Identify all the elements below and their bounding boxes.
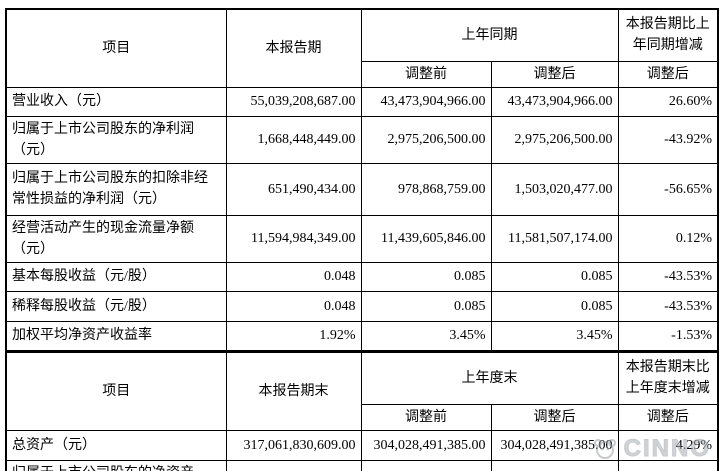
col-header-prior-period-group: 上年同期 xyxy=(360,8,619,62)
cell-after-adjust: 3.45% xyxy=(490,320,619,352)
cell-change: -1.53% xyxy=(617,320,719,352)
table-row-operating-cash-flow: 经营活动产生的现金流量净额（元） 11,594,984,349.00 11,43… xyxy=(5,214,719,263)
col-header-after-adjust: 调整后 xyxy=(490,60,619,88)
table-row-total-assets: 总资产（元） 317,061,830,609.00 304,028,491,38… xyxy=(5,429,719,461)
section1-header-row2: 调整前 调整后 调整后 xyxy=(6,60,719,88)
section2-header-row1: 项目 本报告期末 上年度末 本报告期末比上年度末增减 xyxy=(5,349,719,431)
cell-current: 0.048 xyxy=(225,290,362,322)
table-row-diluted-eps: 稀释每股收益（元/股） 0.048 0.085 0.085 -43.53% xyxy=(5,290,719,322)
cell-after-adjust: 2,975,206,500.00 xyxy=(490,115,619,164)
table-row-net-assets: 归属于上市公司股东的净资产（元） 86,523,347,828.00 85,85… xyxy=(5,459,719,471)
table-row-weighted-avg-roe: 加权平均净资产收益率 1.92% 3.45% 3.45% -1.53% xyxy=(5,320,719,352)
cell-current: 0.048 xyxy=(225,261,362,292)
col-header-prior-yearend-group: 上年度末 xyxy=(360,349,619,405)
cell-change: 4.29% xyxy=(617,429,719,461)
cell-current: 11,594,984,349.00 xyxy=(225,214,362,263)
col-header-before-adjust-2: 调整前 xyxy=(360,403,492,431)
cell-current: 55,039,208,687.00 xyxy=(225,86,362,117)
cell-current: 317,061,830,609.00 xyxy=(225,429,362,461)
cell-before-adjust: 43,473,904,966.00 xyxy=(360,86,492,117)
col-header-change-group: 本报告期比上年同期增减 xyxy=(617,8,719,62)
cell-before-adjust: 11,439,605,846.00 xyxy=(360,214,492,263)
table-row-basic-eps: 基本每股收益（元/股） 0.048 0.085 0.085 -43.53% xyxy=(5,261,719,292)
cell-after-adjust: 0.085 xyxy=(490,261,619,292)
row-label: 基本每股收益（元/股） xyxy=(5,261,227,292)
cell-after-adjust: 304,028,491,385.00 xyxy=(490,429,619,461)
col-header-current-period-end: 本报告期末 xyxy=(225,349,362,431)
cell-before-adjust: 3.45% xyxy=(360,320,492,352)
cell-before-adjust: 2,975,206,500.00 xyxy=(360,115,492,164)
cell-change: 0.12% xyxy=(617,214,719,263)
cell-after-adjust: 43,473,904,966.00 xyxy=(490,86,619,117)
col-header-change-group-2: 本报告期末比上年度末增减 xyxy=(617,349,719,405)
cell-change: 0.78% xyxy=(617,459,719,471)
cell-current: 1.92% xyxy=(225,320,362,352)
cell-current: 86,523,347,828.00 xyxy=(225,459,362,471)
section1-header-row1: 项目 本报告期 上年同期 本报告期比上年同期增减 xyxy=(5,8,719,88)
col-header-before-adjust: 调整前 xyxy=(360,60,492,88)
cell-before-adjust: 0.085 xyxy=(360,261,492,292)
section2-header-row2: 调整前 调整后 调整后 xyxy=(6,403,719,431)
cell-current: 651,490,434.00 xyxy=(225,162,362,216)
row-label: 归属于上市公司股东的净资产（元） xyxy=(5,459,227,471)
cell-before-adjust: 978,868,759.00 xyxy=(360,162,492,216)
cell-change: -43.53% xyxy=(617,290,719,322)
cell-after-adjust: 1,503,020,477.00 xyxy=(490,162,619,216)
table-row-net-profit: 归属于上市公司股东的净利润（元） 1,668,448,449.00 2,975,… xyxy=(5,115,719,164)
cell-change: -43.53% xyxy=(617,261,719,292)
cell-change: -43.92% xyxy=(617,115,719,164)
row-label: 加权平均净资产收益率 xyxy=(5,320,227,352)
table-row-revenue: 营业收入（元） 55,039,208,687.00 43,473,904,966… xyxy=(5,86,719,117)
col-header-item: 项目 xyxy=(5,8,227,88)
row-label: 归属于上市公司股东的净利润（元） xyxy=(5,115,227,164)
row-label: 经营活动产生的现金流量净额（元） xyxy=(5,214,227,263)
col-header-current-period: 本报告期 xyxy=(225,8,362,88)
table-row-net-profit-excl-nonrecurring: 归属于上市公司股东的扣除非经常性损益的净利润（元） 651,490,434.00… xyxy=(5,162,719,216)
cell-after-adjust: 85,856,748,703.00 xyxy=(490,459,619,471)
cell-current: 1,668,448,449.00 xyxy=(225,115,362,164)
col-header-after-adjust-2: 调整后 xyxy=(490,403,619,431)
row-label: 营业收入（元） xyxy=(5,86,227,117)
cell-change: 26.60% xyxy=(617,86,719,117)
row-label: 总资产（元） xyxy=(5,429,227,461)
row-label: 归属于上市公司股东的扣除非经常性损益的净利润（元） xyxy=(5,162,227,216)
col-header-change-after-adjust-2: 调整后 xyxy=(617,403,719,431)
cell-before-adjust: 85,856,748,703.00 xyxy=(360,459,492,471)
cell-before-adjust: 0.085 xyxy=(360,290,492,322)
col-header-item-2: 项目 xyxy=(5,349,227,431)
cell-after-adjust: 11,581,507,174.00 xyxy=(490,214,619,263)
key-accounting-data-table: 项目 本报告期 上年同期 本报告期比上年同期增减 调整前 调整后 调整后 营业收… xyxy=(5,8,719,471)
cell-before-adjust: 304,028,491,385.00 xyxy=(360,429,492,461)
col-header-change-after-adjust: 调整后 xyxy=(617,60,719,88)
financial-summary-table: 项目 本报告期 上年同期 本报告期比上年同期增减 调整前 调整后 调整后 营业收… xyxy=(5,8,719,471)
row-label: 稀释每股收益（元/股） xyxy=(5,290,227,322)
cell-after-adjust: 0.085 xyxy=(490,290,619,322)
cell-change: -56.65% xyxy=(617,162,719,216)
